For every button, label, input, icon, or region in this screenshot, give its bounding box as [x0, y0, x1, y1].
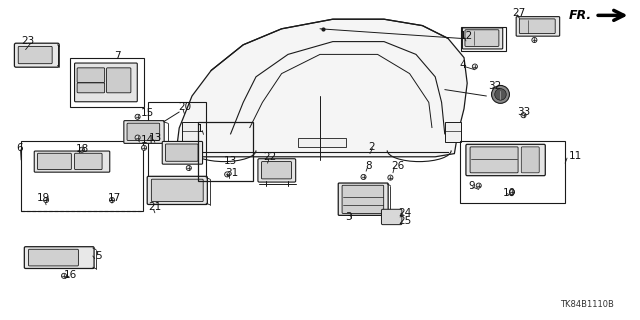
Text: 15: 15	[141, 108, 154, 118]
Circle shape	[135, 135, 140, 140]
Bar	[461, 27, 506, 51]
Bar	[445, 122, 461, 142]
Text: 9: 9	[468, 180, 475, 191]
FancyBboxPatch shape	[381, 209, 402, 225]
Text: 10: 10	[502, 188, 516, 198]
FancyBboxPatch shape	[74, 63, 138, 102]
FancyBboxPatch shape	[258, 159, 296, 182]
Bar	[21, 141, 143, 211]
Bar	[460, 141, 565, 203]
Text: 13: 13	[148, 132, 162, 143]
Circle shape	[44, 197, 49, 203]
Text: 8: 8	[365, 161, 371, 171]
Circle shape	[492, 85, 509, 103]
Text: 12: 12	[460, 31, 473, 41]
Circle shape	[472, 64, 477, 69]
Text: 25: 25	[398, 216, 412, 227]
Bar	[198, 122, 253, 181]
Circle shape	[521, 113, 526, 118]
Text: 5: 5	[95, 251, 101, 261]
Circle shape	[135, 114, 140, 119]
Text: 26: 26	[392, 161, 405, 171]
FancyBboxPatch shape	[262, 162, 292, 179]
FancyBboxPatch shape	[127, 123, 160, 140]
Circle shape	[109, 197, 115, 203]
Text: 27: 27	[512, 8, 525, 18]
Bar	[298, 138, 346, 147]
FancyBboxPatch shape	[470, 147, 518, 173]
Text: 23: 23	[21, 36, 35, 46]
Bar	[70, 58, 144, 107]
Text: FR.: FR.	[569, 9, 592, 22]
Polygon shape	[176, 19, 467, 157]
FancyBboxPatch shape	[24, 247, 94, 268]
FancyBboxPatch shape	[15, 43, 60, 67]
Circle shape	[186, 165, 191, 171]
Text: 4: 4	[460, 60, 466, 70]
Circle shape	[388, 175, 393, 180]
Circle shape	[141, 145, 147, 150]
Circle shape	[495, 89, 506, 100]
Text: 7: 7	[114, 51, 120, 61]
Circle shape	[532, 37, 537, 43]
Bar	[148, 102, 206, 189]
Text: 3: 3	[346, 212, 352, 222]
Text: 2: 2	[369, 141, 375, 152]
FancyBboxPatch shape	[163, 141, 202, 164]
FancyBboxPatch shape	[465, 30, 499, 46]
FancyBboxPatch shape	[77, 68, 105, 83]
Bar	[182, 122, 198, 142]
FancyBboxPatch shape	[463, 28, 503, 49]
FancyBboxPatch shape	[520, 19, 555, 34]
FancyBboxPatch shape	[37, 153, 72, 170]
Circle shape	[476, 183, 481, 188]
FancyBboxPatch shape	[516, 17, 560, 36]
Text: 18: 18	[76, 144, 89, 154]
FancyBboxPatch shape	[339, 183, 388, 215]
Text: 20: 20	[178, 102, 191, 112]
Text: 21: 21	[148, 202, 162, 212]
Text: 1: 1	[197, 124, 204, 134]
Text: 19: 19	[37, 193, 51, 204]
Text: 11: 11	[568, 151, 582, 161]
FancyBboxPatch shape	[107, 68, 131, 93]
FancyBboxPatch shape	[29, 249, 79, 266]
FancyBboxPatch shape	[77, 83, 105, 93]
Text: 13: 13	[224, 156, 237, 166]
Text: TK84B1110B: TK84B1110B	[561, 300, 614, 309]
Circle shape	[61, 273, 67, 278]
Text: 17: 17	[108, 193, 121, 203]
FancyBboxPatch shape	[522, 147, 540, 173]
Text: 16: 16	[64, 270, 77, 280]
Text: 6: 6	[16, 143, 22, 153]
FancyBboxPatch shape	[124, 121, 164, 143]
FancyBboxPatch shape	[74, 153, 102, 170]
Circle shape	[225, 172, 230, 177]
FancyBboxPatch shape	[152, 179, 204, 202]
FancyBboxPatch shape	[165, 144, 198, 161]
Text: 22: 22	[264, 152, 277, 163]
Circle shape	[361, 174, 366, 180]
FancyBboxPatch shape	[19, 46, 52, 64]
FancyBboxPatch shape	[342, 185, 384, 213]
Circle shape	[509, 189, 515, 195]
Text: 32: 32	[488, 81, 501, 91]
FancyBboxPatch shape	[147, 176, 207, 204]
Circle shape	[79, 147, 84, 152]
Text: 24: 24	[398, 208, 412, 218]
Text: 33: 33	[517, 107, 531, 117]
Text: 31: 31	[225, 168, 239, 178]
FancyBboxPatch shape	[35, 151, 110, 172]
Text: 14: 14	[141, 135, 154, 145]
FancyBboxPatch shape	[466, 144, 545, 176]
